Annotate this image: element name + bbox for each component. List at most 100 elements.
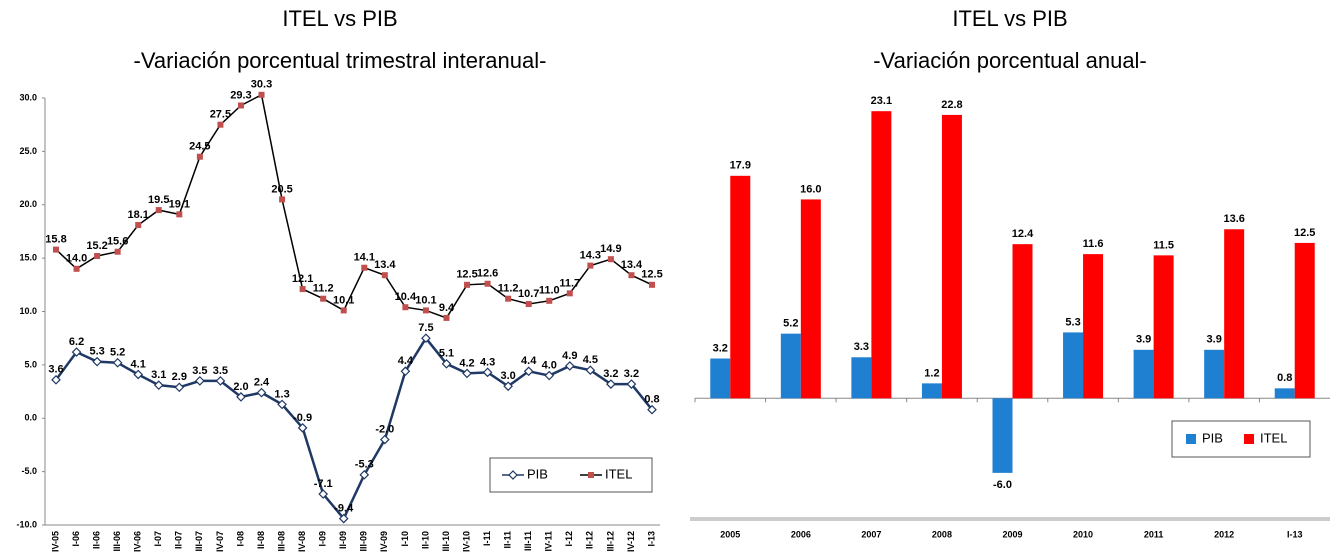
data-label: 5.2 (783, 318, 798, 330)
data-label: 7.5 (418, 322, 433, 334)
data-label: 30.3 (251, 79, 272, 91)
data-label: 4.3 (480, 356, 495, 368)
point (176, 211, 183, 218)
y-tick-label: 25.0 (19, 146, 37, 156)
x-tick-label: III-11 (523, 531, 533, 551)
point (525, 301, 532, 308)
x-tick-label: I-13 (1287, 529, 1303, 539)
data-label: 18.1 (127, 209, 148, 221)
bar (1204, 349, 1225, 399)
data-label: 3.2 (624, 368, 639, 380)
x-tick-label: IV-09 (379, 531, 389, 552)
x-tick-label: IV-11 (544, 531, 554, 552)
point (297, 423, 308, 433)
data-label: -7.1 (314, 478, 333, 490)
data-label: 14.3 (580, 250, 601, 262)
y-tick-label: 10.0 (19, 306, 37, 316)
point (73, 265, 80, 272)
data-label: 15.8 (45, 233, 66, 245)
point (256, 387, 267, 398)
x-tick-label: III-09 (359, 531, 369, 552)
point (422, 307, 429, 314)
y-tick-label: -5.0 (21, 466, 37, 476)
data-label: 3.2 (603, 368, 618, 380)
y-tick-label: -10.0 (16, 519, 37, 529)
point (588, 472, 594, 478)
point (215, 376, 226, 386)
chart-subtitle: -Variación porcentual trimestral interan… (134, 48, 547, 73)
y-tick-label: 5.0 (24, 359, 37, 369)
bar (800, 199, 821, 399)
point (626, 379, 637, 389)
data-label: 11.2 (313, 283, 334, 295)
x-tick-label: IV-08 (297, 531, 307, 552)
x-tick-label: II-08 (256, 531, 266, 549)
data-label: 3.6 (48, 364, 63, 376)
data-label: 12.5 (456, 269, 477, 281)
data-label: 11.7 (559, 277, 580, 289)
x-tick-label: I-11 (482, 531, 492, 546)
data-label: 3.3 (854, 341, 869, 353)
legend-swatch (1186, 434, 1196, 444)
x-tick-label: I-12 (564, 531, 574, 547)
point (546, 297, 553, 304)
bar (941, 114, 962, 399)
data-label: 13.4 (374, 259, 396, 271)
x-tick-label: II-10 (420, 531, 430, 549)
point (135, 222, 142, 229)
bar (871, 111, 892, 399)
data-label: 1.3 (274, 388, 289, 400)
data-label: 11.2 (498, 283, 519, 295)
point (361, 264, 368, 271)
point (237, 102, 244, 109)
point (51, 374, 61, 385)
point (462, 368, 472, 379)
data-label: 12.1 (292, 273, 313, 285)
data-label: 17.9 (730, 160, 751, 172)
data-label: 3.5 (192, 365, 207, 377)
data-label: 20.5 (271, 183, 292, 195)
point (587, 262, 594, 269)
point (279, 196, 286, 203)
data-label: -2.0 (375, 424, 394, 436)
bar (992, 398, 1013, 473)
data-label: 4.4 (521, 355, 537, 367)
point (443, 314, 450, 321)
data-label: 3.9 (1136, 334, 1151, 346)
y-tick-label: 15.0 (19, 253, 37, 263)
point (402, 304, 409, 311)
data-label: 3.1 (151, 369, 166, 381)
x-tick-label: II-06 (91, 531, 101, 549)
point (155, 207, 162, 214)
data-label: 5.3 (1065, 316, 1080, 328)
data-label: 10.1 (415, 294, 436, 306)
point (320, 295, 327, 302)
data-label: 2.9 (172, 371, 187, 383)
point (236, 392, 246, 402)
data-label: 11.0 (539, 285, 560, 297)
point (217, 121, 224, 128)
bar (1133, 349, 1154, 399)
bar (780, 333, 801, 399)
x-tick-label: 2010 (1073, 529, 1093, 539)
point (647, 404, 657, 415)
x-tick-label: IV-12 (626, 531, 636, 552)
data-label: 10.7 (518, 288, 539, 300)
point (421, 333, 431, 344)
x-tick-label: III-12 (605, 531, 615, 552)
data-label: 16.0 (800, 183, 821, 195)
x-tick-label: II-09 (338, 531, 348, 549)
data-label: 2.4 (254, 377, 270, 389)
bar (1153, 255, 1174, 399)
x-tick-label: I-09 (318, 531, 328, 547)
point (359, 469, 370, 480)
data-label: 13.4 (621, 259, 643, 271)
x-tick-label: I-10 (400, 531, 410, 547)
data-label: 1.2 (924, 367, 939, 379)
x-tick-label: IV-10 (461, 531, 471, 552)
point (400, 366, 411, 377)
legend-label: PIB (1202, 430, 1223, 445)
data-label: -5.3 (355, 459, 374, 471)
point (299, 286, 306, 293)
